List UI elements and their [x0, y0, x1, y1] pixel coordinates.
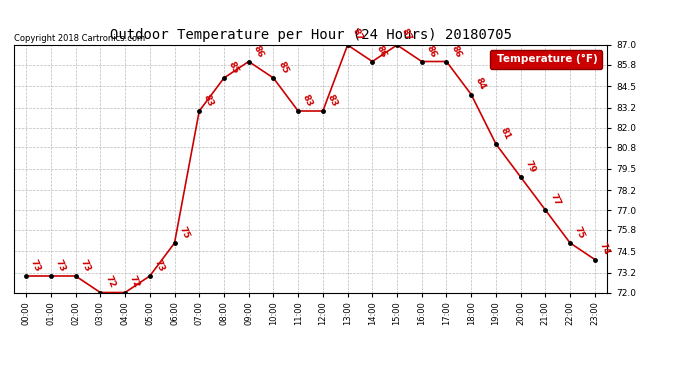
- Title: Outdoor Temperature per Hour (24 Hours) 20180705: Outdoor Temperature per Hour (24 Hours) …: [110, 28, 511, 42]
- Text: 85: 85: [276, 60, 290, 75]
- Text: 86: 86: [424, 44, 438, 59]
- Text: 86: 86: [449, 44, 463, 59]
- Text: 87: 87: [400, 27, 413, 42]
- Text: 86: 86: [375, 44, 388, 59]
- Legend: Temperature (°F): Temperature (°F): [490, 50, 602, 69]
- Text: 87: 87: [351, 27, 364, 42]
- Text: 73: 73: [152, 258, 166, 273]
- Text: 83: 83: [326, 93, 339, 108]
- Text: Copyright 2018 Cartronics.com: Copyright 2018 Cartronics.com: [14, 33, 145, 42]
- Text: 77: 77: [548, 192, 562, 207]
- Text: 73: 73: [29, 258, 42, 273]
- Text: 85: 85: [227, 60, 240, 75]
- Text: 84: 84: [474, 76, 487, 92]
- Text: 73: 73: [79, 258, 92, 273]
- Text: 73: 73: [54, 258, 67, 273]
- Text: 83: 83: [301, 93, 315, 108]
- Text: 81: 81: [499, 126, 512, 141]
- Text: 75: 75: [177, 225, 190, 240]
- Text: 72: 72: [128, 274, 141, 290]
- Text: 74: 74: [598, 242, 611, 257]
- Text: 75: 75: [573, 225, 586, 240]
- Text: 86: 86: [251, 44, 265, 59]
- Text: 83: 83: [202, 93, 215, 108]
- Text: 79: 79: [524, 159, 537, 174]
- Text: 72: 72: [103, 274, 117, 290]
